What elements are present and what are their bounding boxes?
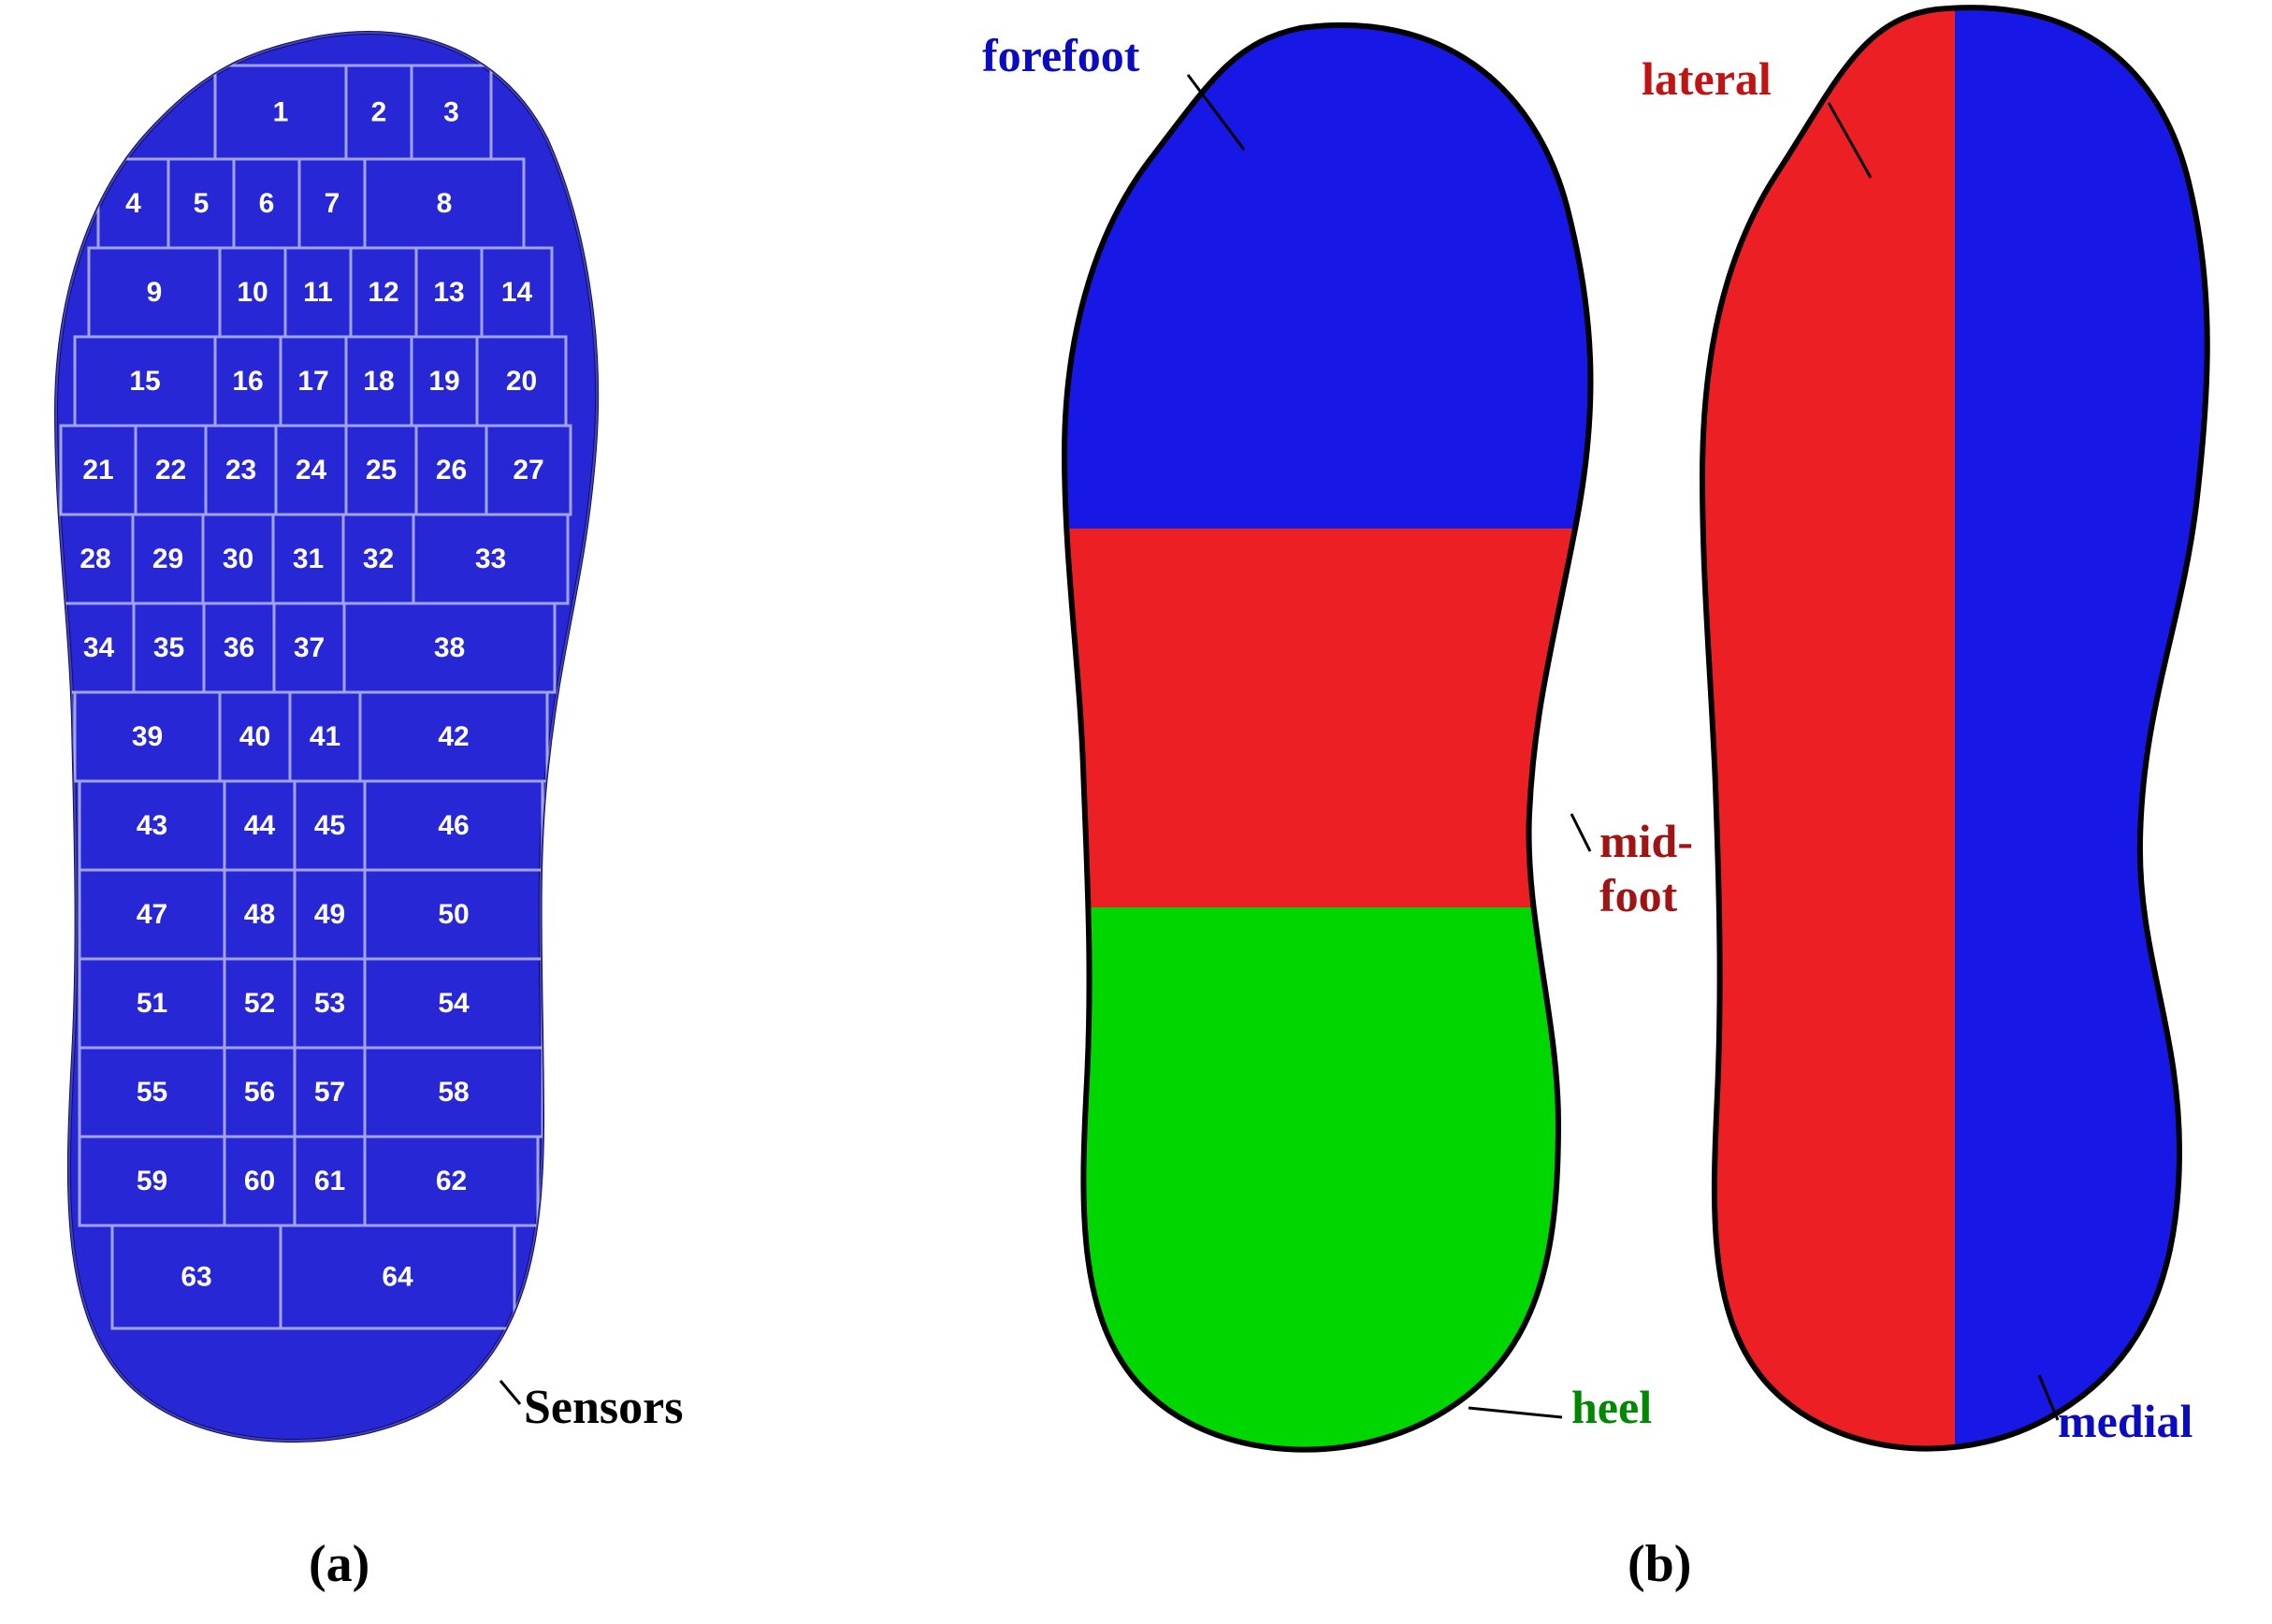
callout-medial: medial — [2058, 1394, 2192, 1448]
sensor-number: 7 — [325, 188, 340, 219]
sensor-number: 6 — [259, 188, 275, 219]
sensor-number: 29 — [152, 544, 183, 574]
sensor-number: 11 — [303, 277, 333, 308]
callout-forefoot: forefoot — [982, 28, 1139, 82]
sensor-number: 15 — [129, 366, 160, 397]
sensor-number: 58 — [438, 1077, 469, 1108]
sensor-number: 51 — [137, 988, 167, 1019]
sensor-number: 33 — [475, 544, 506, 574]
sensor-number: 63 — [181, 1262, 211, 1293]
sensor-number: 37 — [294, 632, 325, 663]
sensor-number: 52 — [244, 988, 275, 1019]
sensor-number: 53 — [314, 988, 345, 1019]
sensor-number: 9 — [147, 277, 163, 308]
sensor-number: 48 — [244, 899, 275, 930]
sensor-number: 17 — [297, 366, 328, 397]
sensor-number: 45 — [314, 810, 345, 841]
sensor-number: 22 — [155, 455, 186, 486]
region-medial — [1955, 0, 2272, 1572]
sensor-number: 43 — [137, 810, 167, 841]
sensor-number: 28 — [80, 544, 110, 574]
sensor-number: 31 — [293, 544, 324, 574]
sensor-number: 34 — [83, 632, 115, 663]
insole-b2-regions — [1665, 0, 2272, 1572]
sensor-number: 27 — [513, 455, 543, 486]
sensor-number: 44 — [244, 810, 276, 841]
sensor-number: 19 — [428, 366, 459, 397]
subfigure-label-a: (a) — [309, 1534, 369, 1594]
sensor-number: 2 — [371, 97, 387, 128]
sensor-number: 10 — [237, 277, 268, 308]
sensor-number: 3 — [443, 97, 459, 128]
sensor-number: 59 — [137, 1166, 167, 1196]
sensor-number: 47 — [137, 899, 167, 930]
sensor-number: 13 — [433, 277, 464, 308]
sensor-number: 5 — [194, 188, 210, 219]
region-heel — [1029, 907, 1684, 1624]
sensor-number: 26 — [436, 455, 467, 486]
sensor-number: 60 — [244, 1166, 275, 1196]
sensor-number: 56 — [244, 1077, 275, 1108]
sensor-number: 49 — [314, 899, 345, 930]
sensor-number: 38 — [434, 632, 465, 663]
sensor-number: 18 — [363, 366, 394, 397]
sensor-number: 20 — [506, 366, 537, 397]
callout-heel: heel — [1571, 1380, 1652, 1434]
sensor-number: 36 — [224, 632, 254, 663]
sensor-number: 40 — [239, 721, 270, 752]
sensor-number: 8 — [437, 188, 453, 219]
sensor-number: 32 — [363, 544, 394, 574]
sensor-number: 57 — [314, 1077, 345, 1108]
sensor-number: 12 — [368, 277, 398, 308]
region-lateral — [1665, 0, 1955, 1572]
sensor-number: 35 — [153, 632, 184, 663]
sensor-number: 4 — [125, 188, 141, 219]
leader-b1-2 — [1469, 1408, 1562, 1417]
sensor-number: 61 — [314, 1166, 345, 1196]
figure-container: 1234567891011121314151617181920212223242… — [0, 0, 2272, 1624]
sensor-number: 64 — [382, 1262, 413, 1293]
leader-sensors — [500, 1381, 520, 1404]
sensor-number: 25 — [366, 455, 397, 486]
callout-midfoot: mid- foot — [1599, 814, 1693, 922]
sensor-number: 54 — [438, 988, 470, 1019]
sensor-number: 42 — [438, 721, 469, 752]
callout-sensors: Sensors — [524, 1380, 683, 1435]
diagram-svg: 1234567891011121314151617181920212223242… — [0, 0, 2272, 1624]
sensor-number: 30 — [223, 544, 253, 574]
subfigure-label-b: (b) — [1628, 1534, 1691, 1594]
sensor-number: 1 — [273, 97, 289, 128]
sensor-number: 55 — [137, 1077, 167, 1108]
sensor-number: 21 — [82, 455, 113, 486]
sensor-number: 24 — [296, 455, 327, 486]
leader-b1-1 — [1571, 814, 1590, 851]
sensor-number: 39 — [132, 721, 163, 752]
sensor-number: 50 — [438, 899, 469, 930]
sensor-number: 41 — [310, 721, 340, 752]
callout-lateral: lateral — [1642, 51, 1772, 106]
sensor-number: 46 — [438, 810, 469, 841]
region-midfoot — [1029, 529, 1684, 907]
sensor-number: 62 — [436, 1166, 467, 1196]
sensor-number: 14 — [501, 277, 533, 308]
sensor-number: 16 — [232, 366, 263, 397]
sensor-number: 23 — [225, 455, 256, 486]
